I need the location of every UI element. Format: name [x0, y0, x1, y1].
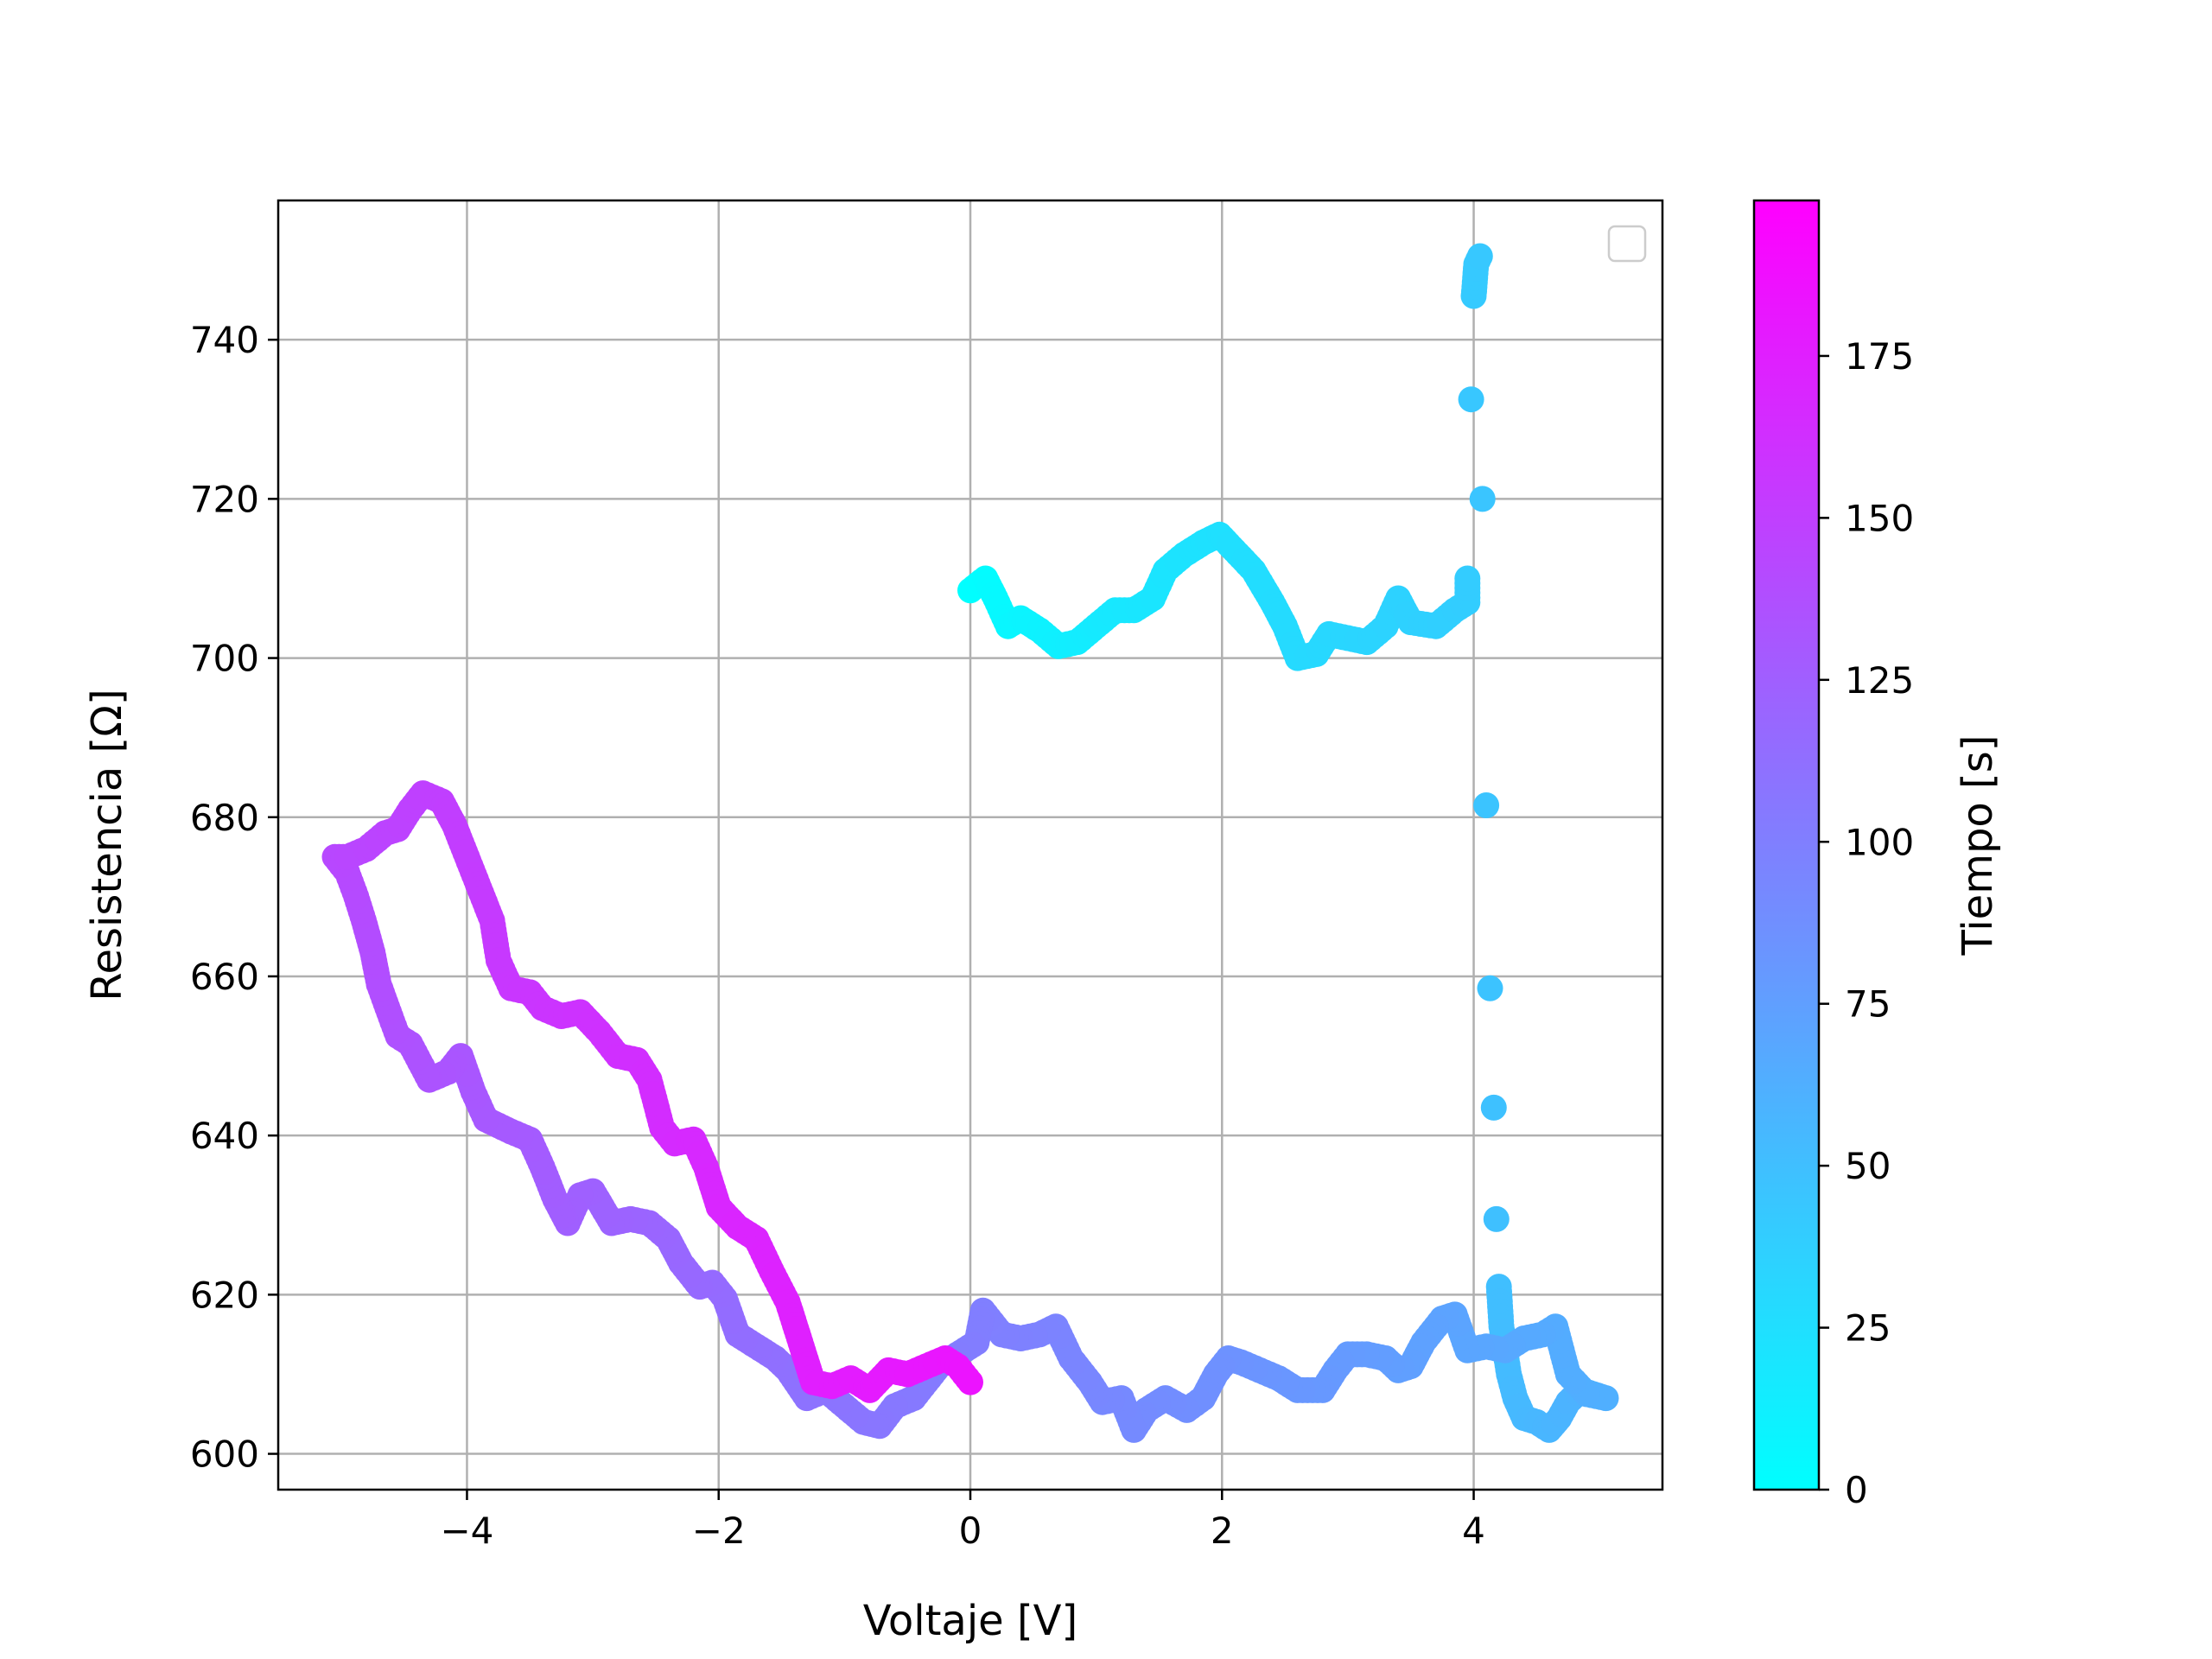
y-axis-label: Resistencia [Ω] [83, 689, 131, 1001]
x-tick-label: 0 [959, 1510, 982, 1552]
x-axis-ticks: −4 −2 0 2 4 [440, 1490, 1485, 1552]
data-point [1473, 792, 1500, 818]
colorbar-tick-label: 0 [1845, 1469, 1868, 1511]
data-point [1454, 565, 1481, 592]
x-tick-label: 2 [1211, 1510, 1234, 1552]
data-point [1458, 386, 1484, 413]
data-point [1477, 975, 1503, 1001]
colorbar-tick-label: 50 [1845, 1145, 1891, 1187]
colorbar-tick-label: 100 [1845, 821, 1914, 863]
data-point [1483, 1205, 1510, 1232]
data-points [321, 243, 1619, 1443]
data-point [1469, 486, 1496, 512]
x-tick-label: −4 [440, 1510, 493, 1552]
x-axis-label: Voltaje [V] [863, 1597, 1077, 1645]
colorbar-tick-label: 125 [1845, 659, 1914, 702]
x-tick-label: 4 [1462, 1510, 1485, 1552]
y-tick-label: 720 [190, 478, 259, 520]
colorbar-label: Tiempo [s] [1954, 734, 2002, 956]
legend-box [1607, 225, 1647, 263]
colorbar [1752, 199, 1821, 1491]
y-tick-label: 740 [190, 319, 259, 361]
data-point [1480, 1094, 1507, 1121]
colorbar-ticks: 0 25 50 75 100 125 150 175 [1819, 335, 1914, 1511]
colorbar-tick-label: 175 [1845, 335, 1914, 378]
colorbar-tick-label: 25 [1845, 1307, 1891, 1350]
y-tick-label: 660 [190, 956, 259, 998]
data-point [1466, 243, 1493, 270]
data-point [957, 1369, 983, 1395]
x-tick-label: −2 [692, 1510, 746, 1552]
y-tick-label: 620 [190, 1274, 259, 1316]
y-tick-label: 680 [190, 797, 259, 839]
y-tick-label: 700 [190, 638, 259, 680]
y-tick-label: 640 [190, 1115, 259, 1157]
y-axis-ticks: 600 620 640 660 680 700 720 740 [190, 319, 278, 1476]
colorbar-tick-label: 150 [1845, 497, 1914, 539]
colorbar-tick-label: 75 [1845, 983, 1891, 1026]
y-tick-label: 600 [190, 1433, 259, 1476]
